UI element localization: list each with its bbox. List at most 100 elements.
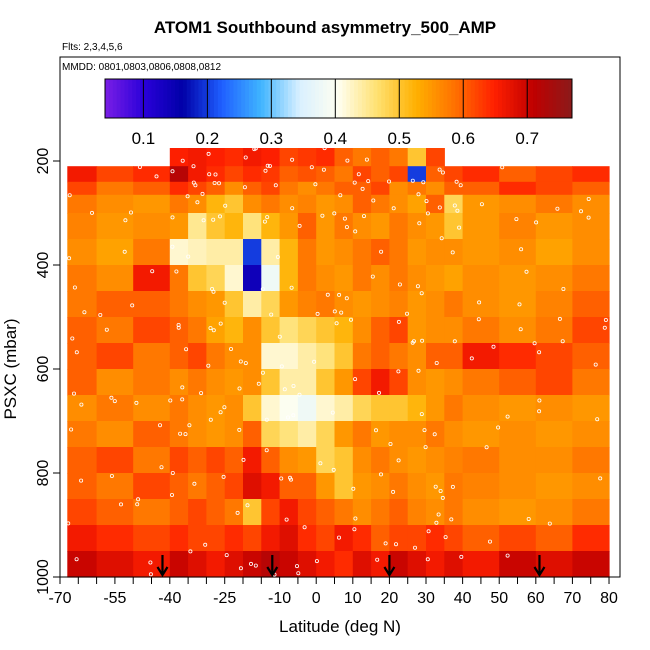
sample-marker xyxy=(420,338,425,343)
heatmap-cell xyxy=(572,395,610,422)
x-tick-label: -70 xyxy=(48,590,71,607)
heatmap-cell xyxy=(188,421,207,448)
heatmap-cell xyxy=(224,369,244,396)
heatmap-cell xyxy=(535,551,573,578)
heatmap-cell xyxy=(389,194,409,214)
sample-marker xyxy=(297,223,302,228)
sample-marker xyxy=(452,339,457,344)
heatmap-cell xyxy=(572,369,610,396)
heatmap-cell xyxy=(67,343,98,370)
heatmap-cell xyxy=(426,525,445,552)
heatmap-cell xyxy=(169,213,189,240)
heatmap-cell xyxy=(316,499,336,526)
heatmap-cell xyxy=(206,447,226,474)
x-tick-label: 30 xyxy=(417,590,435,607)
sample-marker xyxy=(137,164,142,169)
heatmap-cell xyxy=(426,421,445,448)
sample-marker xyxy=(206,363,211,368)
heatmap-cell xyxy=(206,369,226,396)
colorbar-segment xyxy=(132,79,137,118)
heatmap-cell xyxy=(462,317,500,344)
colorbar-segment xyxy=(501,79,507,118)
colorbar-segment xyxy=(505,79,511,118)
sample-marker xyxy=(410,340,415,345)
latitude-arrow-head xyxy=(383,566,396,578)
sample-marker xyxy=(206,151,211,156)
sample-marker xyxy=(136,497,141,502)
colorbar-segment xyxy=(140,79,145,118)
sample-marker xyxy=(98,312,103,317)
x-tick-label: -40 xyxy=(158,590,181,607)
colorbar-segment xyxy=(435,79,441,118)
sample-marker xyxy=(421,180,426,185)
colorbar-segment xyxy=(498,79,503,118)
heatmap-cell xyxy=(206,343,226,370)
heatmap-cell xyxy=(407,447,427,474)
sample-marker xyxy=(216,181,221,186)
heatmap-cell xyxy=(261,343,281,370)
heatmap-cell xyxy=(261,148,281,167)
colorbar-segment xyxy=(206,79,211,118)
heatmap-cell xyxy=(334,551,354,578)
heatmap-cell xyxy=(279,525,299,552)
heatmap-cell xyxy=(426,239,445,266)
colorbar-segment xyxy=(455,79,460,118)
heatmap-cell xyxy=(371,525,390,552)
heatmap-cell xyxy=(316,395,336,422)
sample-marker xyxy=(191,164,196,169)
heatmap-cell xyxy=(426,181,445,196)
colorbar-segment xyxy=(478,79,483,118)
sample-marker xyxy=(532,341,537,346)
heatmap-cell xyxy=(389,317,409,344)
heatmap-cell xyxy=(371,181,390,196)
sample-marker xyxy=(560,339,565,344)
sample-marker xyxy=(180,397,185,402)
colorbar-segment xyxy=(287,79,293,118)
colorbar-segment xyxy=(412,79,417,118)
heatmap-cell xyxy=(535,265,573,292)
heatmap-cell xyxy=(499,343,537,370)
heatmap-cell xyxy=(206,148,226,167)
sample-marker xyxy=(426,529,431,534)
colorbar-segment xyxy=(245,79,250,118)
heatmap-cell xyxy=(224,265,244,292)
heatmap-cell xyxy=(297,317,317,344)
heatmap-cell xyxy=(243,239,262,266)
sample-marker xyxy=(74,350,79,355)
heatmap-cell xyxy=(243,181,262,196)
heatmap-cell xyxy=(67,447,98,474)
sample-marker xyxy=(416,192,421,197)
heatmap-cell xyxy=(572,194,610,214)
heatmap-cell xyxy=(261,291,281,318)
heatmap-cell xyxy=(334,525,354,552)
sample-marker xyxy=(331,467,336,472)
heatmap-cell xyxy=(316,317,336,344)
heatmap-cell xyxy=(572,239,610,266)
heatmap-cell xyxy=(444,239,464,266)
x-tick-label: 0 xyxy=(312,590,321,607)
sample-marker xyxy=(505,553,510,558)
heatmap-cell xyxy=(352,421,372,448)
colorbar-segment xyxy=(490,79,495,118)
sample-marker xyxy=(422,428,427,433)
sample-marker xyxy=(180,385,185,390)
sample-marker xyxy=(425,557,430,562)
heatmap-cell xyxy=(334,421,354,448)
heatmap-cell xyxy=(297,194,317,214)
heatmap-cell xyxy=(462,525,500,552)
sample-marker xyxy=(410,178,415,183)
heatmap-cell xyxy=(297,291,317,318)
heatmap-cell xyxy=(96,213,134,240)
heatmap-cell xyxy=(426,499,445,526)
sample-marker xyxy=(104,327,109,332)
heatmap-cell xyxy=(426,551,445,578)
heatmap-cell xyxy=(279,317,299,344)
heatmap-cell xyxy=(169,291,189,318)
heatmap-cell xyxy=(535,291,573,318)
heatmap-cell xyxy=(316,194,336,214)
sample-marker xyxy=(412,545,417,550)
sample-marker xyxy=(454,179,459,184)
colorbar-segment xyxy=(474,79,480,118)
heatmap-cell xyxy=(334,369,354,396)
heatmap-cell xyxy=(297,421,317,448)
